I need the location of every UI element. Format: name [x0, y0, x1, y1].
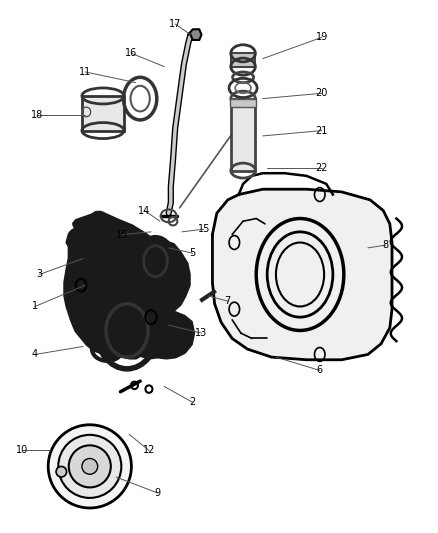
Text: 13: 13: [195, 328, 208, 338]
Circle shape: [58, 435, 121, 498]
Bar: [231, 99, 255, 171]
Bar: [231, 53, 255, 67]
Text: 7: 7: [225, 296, 231, 306]
Text: 15: 15: [117, 230, 129, 239]
Text: 5: 5: [190, 248, 196, 258]
Text: 21: 21: [316, 126, 328, 135]
Text: 3: 3: [36, 270, 42, 279]
Text: 10: 10: [16, 446, 28, 455]
Text: 12: 12: [143, 446, 155, 455]
Polygon shape: [66, 213, 193, 357]
Polygon shape: [188, 29, 201, 40]
Text: 17: 17: [169, 19, 181, 29]
Text: 22: 22: [316, 163, 328, 173]
Circle shape: [69, 446, 111, 487]
Polygon shape: [212, 189, 392, 360]
Text: 16: 16: [125, 49, 138, 58]
Text: 18: 18: [31, 110, 43, 119]
Circle shape: [82, 458, 98, 474]
Circle shape: [48, 425, 131, 508]
Text: 1: 1: [32, 302, 38, 311]
Text: 9: 9: [155, 488, 161, 498]
Text: 15: 15: [198, 224, 210, 234]
Circle shape: [56, 466, 67, 477]
Text: 11: 11: [79, 67, 92, 77]
Bar: [230, 99, 256, 107]
Text: 4: 4: [32, 350, 38, 359]
Text: 14: 14: [138, 206, 151, 215]
Text: 19: 19: [316, 33, 328, 42]
Text: 20: 20: [316, 88, 328, 98]
Text: 8: 8: [382, 240, 389, 250]
Bar: [82, 96, 124, 131]
Text: 2: 2: [190, 398, 196, 407]
Text: 6: 6: [317, 366, 323, 375]
